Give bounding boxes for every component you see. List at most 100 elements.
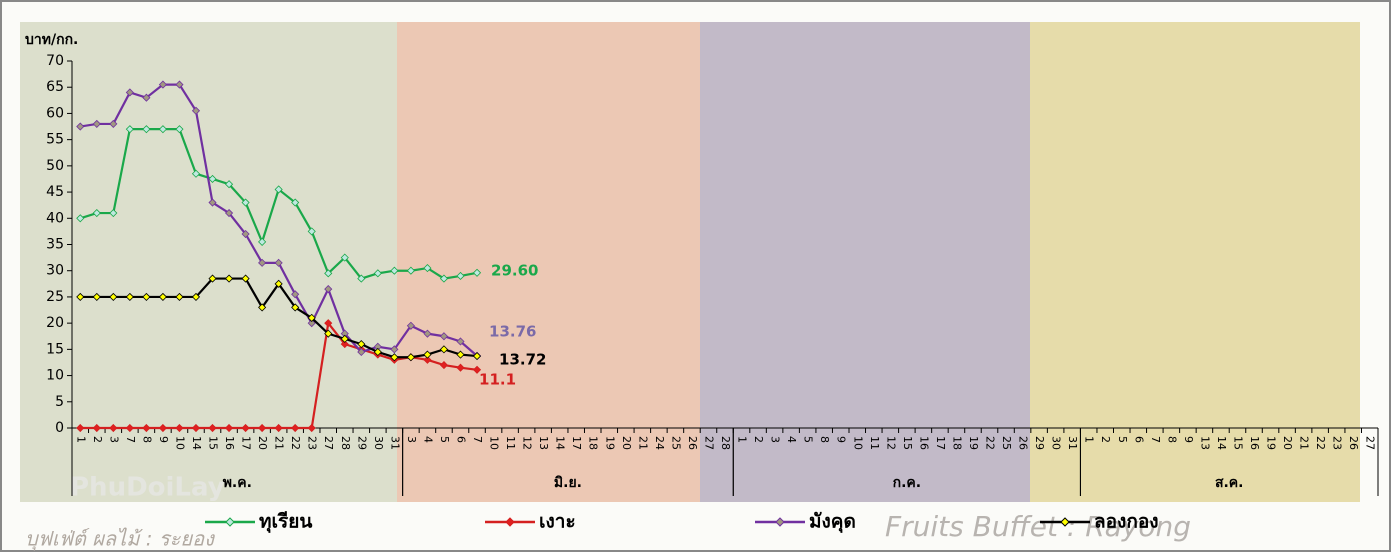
point-marker [158, 80, 167, 89]
point-marker [291, 198, 300, 207]
point-marker [406, 266, 415, 275]
x-tick-label: 22 [1314, 436, 1327, 450]
x-tick-label: 6 [454, 436, 467, 443]
x-tick-label: 29 [355, 436, 368, 450]
point-marker [191, 169, 201, 178]
point-marker [76, 214, 85, 223]
x-tick-label: 26 [1347, 436, 1360, 450]
legend-marker [505, 517, 515, 527]
point-marker [125, 88, 134, 97]
y-tick-label: 35 [46, 237, 64, 253]
point-marker [472, 365, 482, 374]
point-marker [274, 423, 283, 433]
photo-rambutan [397, 22, 700, 502]
x-tick-label: 24 [653, 436, 666, 450]
x-tick-label: 17 [934, 436, 947, 450]
x-group-label: พ.ค. [223, 475, 252, 491]
x-group-label: มิ.ย. [554, 475, 582, 491]
x-tick-label: 17 [570, 436, 583, 450]
point-marker [76, 122, 85, 131]
x-tick-label: 12 [521, 436, 534, 450]
point-marker [142, 125, 151, 134]
y-tick-label: 5 [55, 394, 64, 410]
point-marker [357, 340, 366, 349]
watermark: บุฟเฟ่ต์ ผลไม้ : ระยอง [25, 527, 215, 552]
y-tick-label: 70 [46, 53, 64, 69]
y-tick-label: 65 [46, 79, 64, 95]
x-tick-label: 10 [488, 436, 501, 450]
point-marker [324, 329, 333, 338]
x-tick-label: 16 [917, 436, 930, 450]
point-marker [307, 423, 316, 433]
point-marker [142, 93, 151, 102]
point-marker [125, 292, 134, 301]
point-marker [373, 269, 382, 278]
x-tick-label: 6 [1132, 436, 1145, 443]
x-tick-label: 30 [1050, 436, 1063, 450]
point-marker [224, 180, 234, 189]
x-tick-label: 20 [1281, 436, 1294, 450]
x-tick-label: 22 [984, 436, 997, 450]
point-marker [439, 274, 449, 283]
x-tick-label: 2 [1099, 436, 1112, 443]
legend-label: เงาะ [539, 511, 576, 533]
value-label: 29.60 [491, 261, 538, 279]
x-tick-label: 9 [1182, 436, 1195, 443]
x-tick-label: 21 [636, 436, 649, 450]
x-tick-label: 23 [306, 436, 319, 450]
point-marker [92, 292, 101, 301]
point-marker [208, 174, 217, 184]
x-tick-label: 23 [1331, 436, 1344, 450]
x-tick-label: 10 [851, 436, 864, 450]
x-tick-label: 12 [884, 436, 897, 450]
point-marker [390, 345, 399, 354]
y-tick-label: 15 [46, 341, 64, 357]
point-marker [373, 347, 382, 357]
x-tick-label: 1 [1083, 436, 1096, 443]
point-marker [456, 271, 465, 281]
x-tick-label: 10 [173, 436, 186, 450]
point-marker [109, 423, 118, 433]
point-marker [224, 274, 234, 283]
y-tick-label: 55 [46, 132, 64, 148]
x-tick-label: 25 [669, 436, 682, 450]
point-marker [208, 274, 217, 283]
x-tick-label: 14 [554, 436, 567, 450]
point-marker [175, 80, 184, 89]
watermark: PhuDoiLay [70, 473, 225, 503]
y-tick-label: 40 [46, 210, 64, 226]
point-marker [340, 340, 349, 349]
point-marker [291, 290, 300, 299]
point-marker [109, 208, 118, 218]
x-tick-label: 2 [91, 436, 104, 443]
point-marker [125, 423, 134, 433]
point-marker [406, 353, 415, 362]
point-marker [175, 125, 184, 134]
legend-label: มังคุด [809, 511, 856, 534]
point-marker [423, 350, 432, 359]
x-tick-label: 31 [388, 436, 401, 450]
legend-marker [225, 517, 235, 527]
x-tick-label: 30 [372, 436, 385, 450]
legend-marker [775, 517, 785, 527]
x-tick-label: 16 [223, 436, 236, 450]
point-marker [439, 332, 449, 341]
point-marker [258, 423, 267, 433]
point-marker [92, 119, 101, 128]
point-marker [390, 266, 399, 275]
point-marker [258, 303, 267, 312]
x-tick-label: 3 [405, 436, 418, 443]
x-tick-label: 8 [140, 436, 153, 443]
x-tick-label: 20 [256, 436, 269, 450]
value-label: 13.76 [489, 322, 536, 340]
x-tick-label: 27 [322, 436, 335, 450]
point-marker [125, 125, 134, 134]
point-marker [241, 198, 250, 207]
point-marker [76, 423, 85, 433]
point-marker [472, 268, 482, 277]
point-marker [142, 423, 151, 433]
x-tick-label: 8 [818, 436, 831, 443]
x-tick-label: 18 [587, 436, 600, 450]
point-marker [258, 258, 267, 267]
